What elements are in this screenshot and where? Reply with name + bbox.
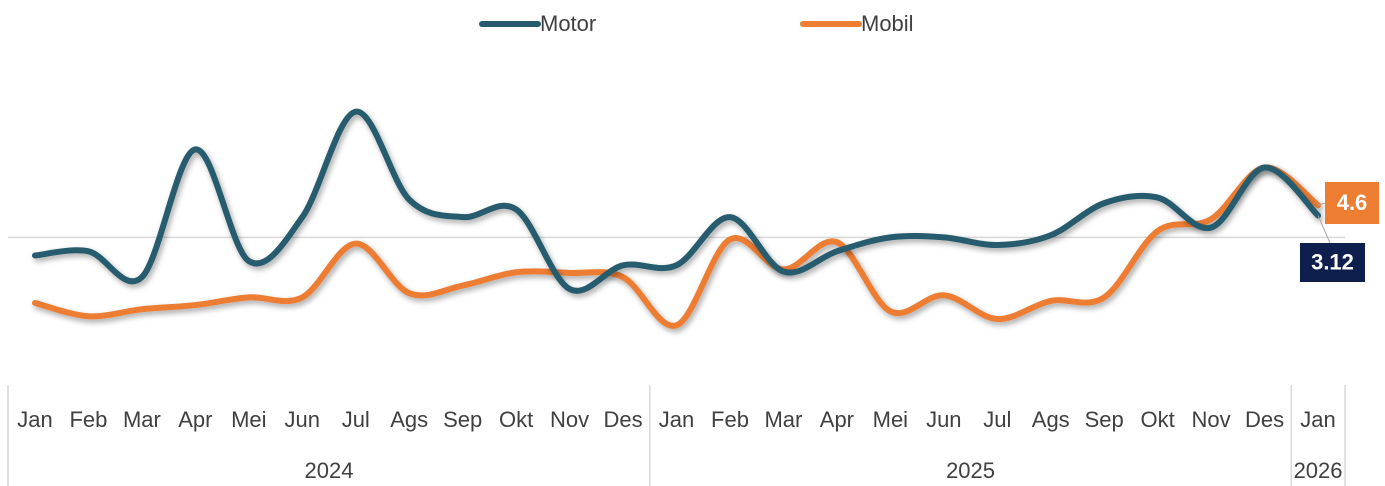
- x-tick-label: Nov: [550, 407, 589, 432]
- group-label: 2024: [305, 458, 354, 483]
- series-line: [32, 164, 1322, 329]
- x-tick-label: Apr: [820, 407, 854, 432]
- x-tick-label: Feb: [69, 407, 107, 432]
- legend-label: Mobil: [861, 11, 914, 36]
- x-tick-label: Mei: [873, 407, 908, 432]
- x-tick-label: Jun: [926, 407, 961, 432]
- x-tick-label: Jun: [285, 407, 320, 432]
- x-tick-label: Ags: [1032, 407, 1070, 432]
- x-tick-label: Mei: [231, 407, 266, 432]
- x-tick-label: Jul: [342, 407, 370, 432]
- x-tick-label: Okt: [499, 407, 533, 432]
- x-tick-label: Nov: [1192, 407, 1231, 432]
- data-label-box: [1300, 243, 1365, 282]
- leader-line: [1317, 202, 1326, 206]
- x-tick-label: Jan: [17, 407, 52, 432]
- data-label: 3.12: [1311, 249, 1354, 274]
- series-line: [32, 108, 1322, 294]
- data-label: 4.6: [1337, 190, 1368, 215]
- leader-line: [1317, 215, 1331, 244]
- legend-label: Motor: [540, 11, 596, 36]
- x-tick-label: Jan: [659, 407, 694, 432]
- x-tick-label: Apr: [178, 407, 212, 432]
- data-label-box: [1325, 182, 1379, 224]
- x-tick-label: Des: [603, 407, 642, 432]
- x-tick-label: Feb: [711, 407, 749, 432]
- group-label: 2026: [1294, 458, 1343, 483]
- x-tick-label: Ags: [390, 407, 428, 432]
- x-tick-label: Jan: [1300, 407, 1335, 432]
- x-tick-label: Mar: [764, 407, 802, 432]
- x-tick-label: Des: [1245, 407, 1284, 432]
- x-tick-label: Mar: [123, 407, 161, 432]
- x-tick-label: Sep: [1085, 407, 1124, 432]
- x-tick-label: Okt: [1141, 407, 1175, 432]
- x-tick-label: Sep: [443, 407, 482, 432]
- x-tick-label: Jul: [983, 407, 1011, 432]
- group-label: 2025: [946, 458, 995, 483]
